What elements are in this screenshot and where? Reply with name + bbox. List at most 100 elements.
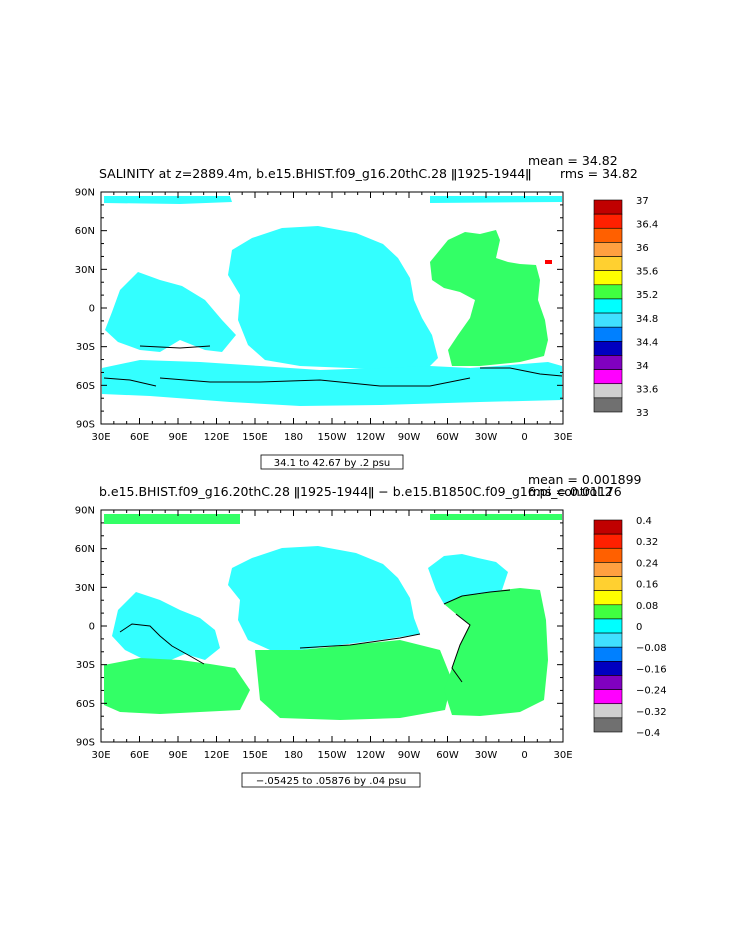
panel-2-lon-label: 150E: [242, 750, 267, 761]
panel-1-colorbar-swatch: [593, 227, 623, 243]
panel-1-title: SALINITY at z=2889.4m, b.e15.BHIST.f09_g…: [99, 166, 531, 181]
panel-2-colorbar-label: −0.08: [636, 643, 667, 654]
panel-1-colorbar-swatch: [593, 270, 623, 286]
panel-2-indian-ocean-green: [104, 658, 250, 714]
panel-2-colorbar-swatch: [593, 717, 623, 733]
panel-2-colorbar-swatch: [593, 675, 623, 690]
panel-2-lon-label: 120W: [356, 750, 385, 761]
panel-2-contour-3: [443, 589, 511, 605]
panel-2-lon-label: 30E: [91, 750, 110, 761]
panel-1-lon-label: 30E: [553, 432, 572, 443]
panel-1-colorbar: 37 36.4 36 35.6 35.2 34.8 34.4 34 33.6 33: [593, 196, 658, 419]
panel-2-colorbar-label: 0.4: [636, 516, 652, 527]
panel-1-arctic-west: [104, 196, 232, 204]
panel-1-lon-label: 120W: [356, 432, 385, 443]
panel-2-colorbar-swatch: [593, 533, 623, 549]
panel-1: SALINITY at z=2889.4m, b.e15.BHIST.f09_g…: [75, 153, 658, 470]
panel-2-lon-label: 90E: [168, 750, 187, 761]
panel-1-rms: rms = 34.82: [560, 166, 638, 181]
panel-1-lat-label: 90S: [76, 420, 95, 431]
panel-1-mediterranean-speck: [545, 260, 552, 264]
panel-1-lon-label: 150W: [318, 432, 347, 443]
panel-2-pacific-cyan: [228, 546, 420, 650]
panel-1-colorbar-swatch: [593, 256, 623, 271]
panel-2-info: −.05425 to .05876 by .04 psu: [256, 776, 406, 787]
panel-1-colorbar-label: 37: [636, 196, 649, 207]
panel-1-contour-1: [103, 377, 157, 387]
panel-1-colorbar-swatch: [593, 326, 623, 342]
panel-1-info-box: [260, 454, 404, 470]
panel-1-colorbar-label: 35.6: [636, 267, 658, 278]
panel-1-colorbar-swatch: [593, 242, 623, 257]
panel-2-lon-label: 0: [521, 750, 527, 761]
panel-1-colorbar-label: 34: [636, 361, 649, 372]
panel-2-title: b.e15.BHIST.f09_g16.20thC.28 ǁ1925-1944ǁ…: [99, 484, 613, 499]
panel-1-colorbar-label: 36: [636, 243, 649, 254]
panel-2-lon-label: 30W: [475, 750, 498, 761]
panel-2-info-box: [241, 772, 421, 788]
panel-1-contour-3: [139, 345, 211, 349]
panel-2-atlantic-cyan: [428, 554, 508, 604]
panel-1-lon-label: 30W: [475, 432, 498, 443]
panel-2-lon-label: 60W: [436, 750, 459, 761]
panel-2-colorbar-swatch: [593, 604, 623, 620]
panel-1-lon-label: 90W: [398, 432, 421, 443]
panel-2-lon-label: 180: [284, 750, 303, 761]
panel-1-lat-label: 30S: [76, 342, 95, 353]
panel-2-colorbar-label: −0.16: [636, 664, 667, 675]
panel-2-lon-label: 30E: [553, 750, 572, 761]
panel-1-lat-label: 0: [89, 304, 95, 315]
panel-2: b.e15.BHIST.f09_g16.20thC.28 ǁ1925-1944ǁ…: [75, 472, 667, 788]
panel-1-colorbar-swatch: [593, 199, 623, 215]
panel-2-lon-label: 90W: [398, 750, 421, 761]
panel-2-colorbar-swatch: [593, 703, 623, 719]
panel-2-lat-label: 30N: [75, 583, 95, 594]
panel-1-contour-2: [159, 377, 471, 387]
panel-1-lat-label: 60N: [75, 226, 95, 237]
panel-2-contour-2: [299, 633, 421, 649]
panel-2-colorbar-label: −0.32: [636, 707, 667, 718]
panel-2-colorbar-swatch: [593, 646, 623, 662]
panel-1-colorbar-label: 34.4: [636, 337, 658, 348]
panel-2-arctic-east: [430, 514, 562, 520]
panel-1-colorbar-swatch: [593, 355, 623, 370]
panel-1-lon-label: 60W: [436, 432, 459, 443]
panel-2-colorbar-swatch: [593, 519, 623, 535]
panel-2-colorbar: 0.4 0.32 0.24 0.16 0.08 0 −0.08 −0.16 −0.24 −0.32…: [593, 516, 667, 739]
panel-2-colorbar-swatch: [593, 562, 623, 577]
panel-2-lat-label: 60N: [75, 544, 95, 555]
panel-2-colorbar-label: −0.4: [636, 728, 660, 739]
panel-2-colorbar-label: 0: [636, 622, 642, 633]
panel-2-colorbar-label: 0.08: [636, 601, 658, 612]
panel-1-colorbar-swatch: [593, 298, 623, 314]
panel-2-atlantic-green: [444, 588, 548, 716]
panel-2-contour-4: [451, 613, 471, 683]
panel-1-colorbar-label: 34.8: [636, 314, 658, 325]
panel-2-lat-label: 90S: [76, 738, 95, 749]
panel-1-lon-label: 180: [284, 432, 303, 443]
panel-1-colorbar-swatch: [593, 341, 623, 356]
panel-2-lon-label: 60E: [130, 750, 149, 761]
panel-1-colorbar-label: 35.2: [636, 290, 658, 301]
panel-1-lon-label: 30E: [91, 432, 110, 443]
panel-1-colorbar-swatch: [593, 369, 623, 385]
panel-2-pacific-green: [255, 640, 452, 720]
panel-1-atlantic-ocean: [430, 230, 548, 366]
panel-2-colorbar-swatch: [593, 618, 623, 634]
panel-2-lat-label: 60S: [76, 699, 95, 710]
panel-1-lat-label: 90N: [75, 188, 95, 199]
panel-2-arctic-west: [104, 514, 240, 524]
panel-2-colorbar-swatch: [593, 632, 623, 648]
panel-1-lon-label: 90E: [168, 432, 187, 443]
panel-1-colorbar-swatch: [593, 213, 623, 229]
panel-1-colorbar-swatch: [593, 383, 623, 399]
panel-1-colorbar-swatch: [593, 397, 623, 413]
panel-1-pacific-ocean: [228, 226, 438, 370]
panel-2-colorbar-label: −0.24: [636, 686, 667, 697]
panel-1-colorbar-label: 33.6: [636, 384, 658, 395]
panel-1-lon-label: 120E: [204, 432, 229, 443]
panel-2-colorbar-swatch: [593, 576, 623, 591]
panel-2-colorbar-swatch: [593, 661, 623, 676]
panel-2-rms: rms = 0.01176: [528, 484, 622, 499]
